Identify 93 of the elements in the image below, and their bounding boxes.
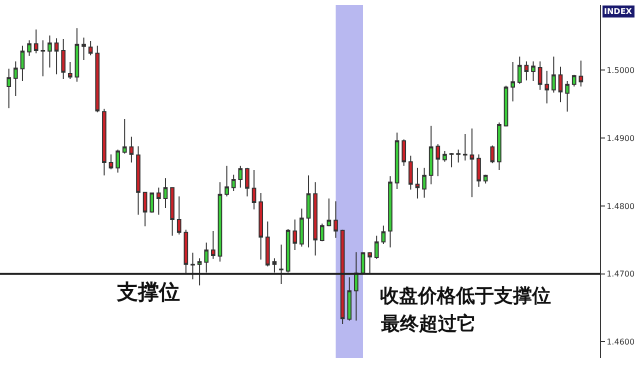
candlestick [252,169,256,210]
candlestick [34,28,38,54]
candlestick [462,133,468,161]
ref-line-label: 支撑位 [116,280,180,304]
y-tick-label: 1.4600 [606,338,635,347]
candlestick [402,138,406,166]
candlestick [320,223,324,242]
candlestick [524,60,529,81]
candlestick [129,136,134,163]
candlestick [170,187,174,236]
candlestick [279,244,284,285]
candlestick [190,252,195,280]
candlestick [142,192,148,227]
candlestick [456,149,461,163]
candlestick [20,45,25,82]
candlestick [326,198,332,227]
candlestick [394,132,400,190]
candlestick [374,235,379,260]
candlestick [442,150,447,162]
candlestick [544,70,550,104]
candlestick [116,149,120,174]
candlestick [238,165,243,188]
candlestick [245,167,250,197]
candlestick [231,174,236,192]
candlestick [211,230,216,260]
candlestick [483,174,488,184]
candlestick [272,258,277,273]
candlestick [292,219,298,251]
candlestick [470,128,474,198]
candlestick [68,62,72,80]
candlestick [176,196,182,235]
candlestick [300,208,304,248]
candlestick [538,60,542,90]
candlestick [552,56,556,94]
candlestick [531,60,536,82]
candlestick [122,118,127,154]
candlestick [48,35,52,68]
candlestick [388,176,392,248]
candlestick [313,182,318,256]
candlestick [306,174,311,248]
candlestick [578,60,584,87]
y-tick-label: 1.4700 [606,270,635,279]
candlestick [6,68,12,109]
candlestick [428,125,434,185]
annotation: 收盘价格低于支撑位 [380,285,551,307]
text: INDEX [604,7,633,16]
candlestick [347,276,352,322]
candlestick [510,62,515,102]
candlestick [354,252,358,322]
candlestick [504,85,508,128]
candlestick [27,40,32,56]
candlestick [368,252,372,274]
candlestick [184,229,188,274]
candlestick [82,37,86,60]
candlestick [408,155,413,190]
candlestick [156,187,161,216]
candlestick [286,228,290,273]
candlestick [61,38,66,80]
candlestick [381,225,386,244]
candlestick [102,108,106,176]
candlestick [449,152,454,168]
y-tick-label: 1.4900 [606,134,635,143]
candlestick [108,154,114,170]
candlestick [422,167,426,198]
candlestick [497,122,502,170]
candlestick [40,40,46,77]
candlestick [74,28,80,82]
candlestick [95,45,100,113]
candlestick [572,74,576,87]
candlestick [150,192,154,214]
candlestick [88,40,93,56]
candlestick [218,182,222,262]
candlestick [340,229,345,325]
annotation: 最终超过它 [380,313,476,335]
candlestick [558,66,563,103]
candlestick [224,165,229,197]
candlestick [197,258,202,286]
candlestick [436,144,440,177]
candlestick [14,60,18,96]
candlestick [163,178,168,208]
candlestick [136,146,140,216]
candlestick [334,200,338,238]
candlestick [258,192,264,260]
candlestick [476,154,481,188]
candlestick [490,145,495,164]
candlestick [565,80,570,112]
candlestick [517,56,522,84]
candlestick [415,167,420,199]
candlestick [204,242,209,273]
candlestick [265,221,270,267]
y-tick-label: 1.4800 [606,202,635,211]
y-tick-label: 1.5000 [606,66,635,75]
candlestick [54,38,59,75]
